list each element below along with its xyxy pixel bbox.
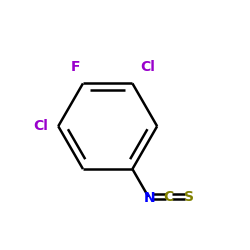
Text: C: C — [164, 190, 174, 204]
Text: F: F — [71, 60, 81, 74]
Text: S: S — [184, 190, 194, 204]
Text: Cl: Cl — [34, 119, 48, 133]
Text: N: N — [144, 191, 156, 205]
Text: Cl: Cl — [140, 60, 155, 74]
